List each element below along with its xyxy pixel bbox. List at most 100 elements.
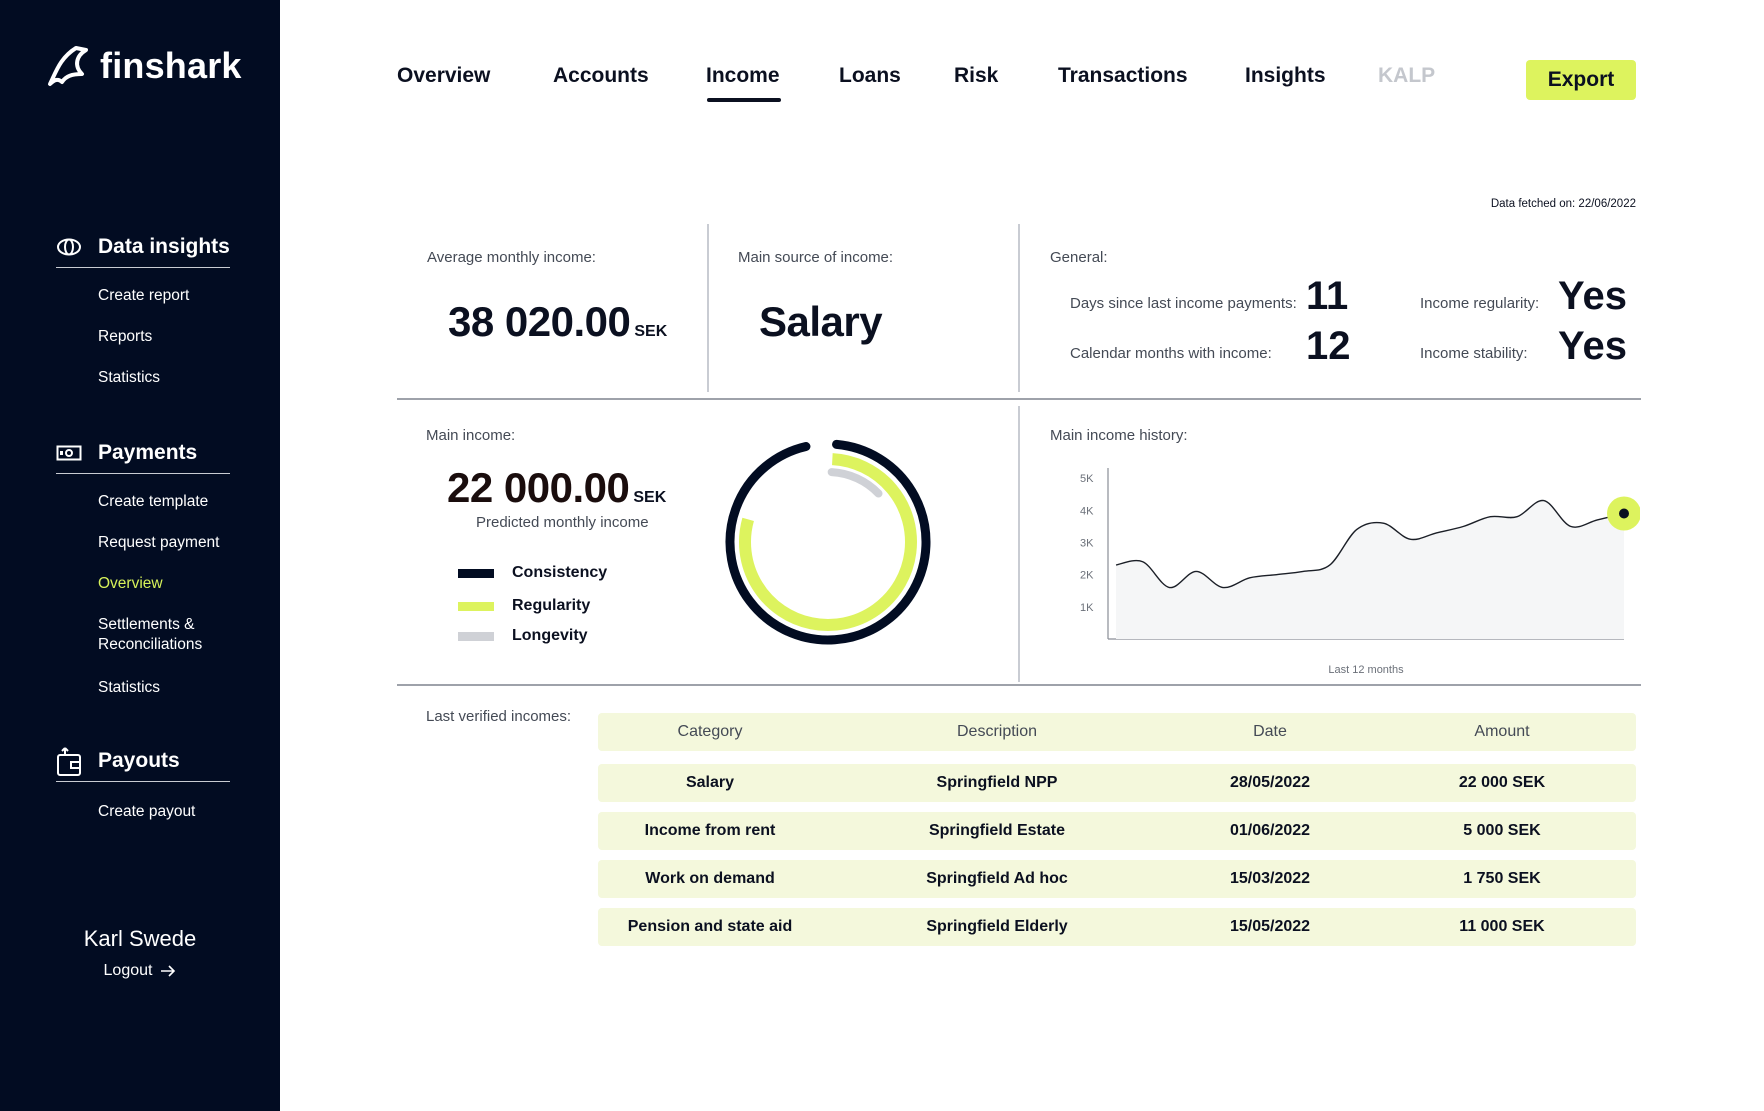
income-stability-value: Yes bbox=[1558, 324, 1627, 368]
main-income-value: 22 000.00 SEK bbox=[447, 464, 666, 512]
legend-label: Consistency bbox=[512, 564, 608, 581]
column-header-date[interactable]: Date bbox=[1253, 723, 1287, 740]
main-income-label: Main income: bbox=[426, 427, 516, 444]
main-income-amount: 22 000.00 bbox=[447, 464, 630, 511]
table-row[interactable]: Salary Springfield NPP 28/05/2022 22 000… bbox=[598, 764, 1636, 802]
cell-category: Income from rent bbox=[644, 822, 776, 839]
cell-amount: 1 750 SEK bbox=[1463, 870, 1541, 887]
tab-insights[interactable]: Insights bbox=[1245, 64, 1326, 87]
tab-income[interactable]: Income bbox=[706, 64, 780, 87]
y-tick-label: 4K bbox=[1080, 505, 1094, 517]
y-tick-label: 3K bbox=[1080, 537, 1094, 549]
sidebar-item-create-template[interactable]: Create template bbox=[98, 493, 209, 510]
column-header-category[interactable]: Category bbox=[677, 723, 743, 740]
column-header-description[interactable]: Description bbox=[956, 723, 1038, 740]
cell-category: Pension and state aid bbox=[627, 918, 793, 935]
section-head-data-insights[interactable]: Data insights bbox=[56, 230, 230, 268]
main-source-label: Main source of income: bbox=[738, 249, 894, 266]
ring-arc-longevity bbox=[827, 468, 883, 498]
predicted-caption: Predicted monthly income bbox=[476, 514, 649, 531]
cell-description: Springfield Ad hoc bbox=[926, 870, 1068, 887]
tab-transactions[interactable]: Transactions bbox=[1058, 64, 1188, 87]
section-separator bbox=[397, 398, 1641, 400]
section-title: Data insights bbox=[98, 234, 230, 258]
section-head-payments[interactable]: Payments bbox=[56, 436, 230, 474]
ring-arc-consistency bbox=[725, 439, 931, 645]
avg-income-label: Average monthly income: bbox=[427, 249, 596, 266]
table-row[interactable]: Work on demand Springfield Ad hoc 15/03/… bbox=[598, 860, 1636, 898]
banknote-icon bbox=[56, 444, 82, 462]
verified-incomes-label: Last verified incomes: bbox=[426, 708, 572, 725]
logout-button[interactable]: Logout bbox=[104, 962, 177, 980]
cell-date: 01/06/2022 bbox=[1229, 822, 1311, 839]
avg-income-unit: SEK bbox=[634, 323, 668, 340]
sidebar-item-create-payout[interactable]: Create payout bbox=[98, 803, 196, 820]
cell-amount: 22 000 SEK bbox=[1458, 774, 1546, 791]
logout-label: Logout bbox=[103, 962, 153, 979]
arrow-right-icon bbox=[161, 965, 176, 977]
divider bbox=[1018, 406, 1020, 682]
column-header-amount[interactable]: Amount bbox=[1474, 723, 1530, 740]
section-title: Payouts bbox=[98, 748, 180, 772]
cell-date: 15/05/2022 bbox=[1229, 918, 1311, 935]
sidebar-item-request-payment[interactable]: Request payment bbox=[98, 534, 220, 551]
legend-label: Longevity bbox=[512, 627, 588, 644]
days-since-label: Days since last income payments: bbox=[1070, 295, 1297, 312]
user-name: Karl Swede bbox=[83, 926, 197, 951]
y-tick-label: 2K bbox=[1080, 570, 1094, 582]
income-stability-label: Income stability: bbox=[1420, 345, 1528, 362]
brand-logo[interactable]: finshark bbox=[46, 44, 242, 88]
cell-date: 15/03/2022 bbox=[1229, 870, 1311, 887]
general-label: General: bbox=[1050, 249, 1108, 266]
income-history-chart: 5K 4K 3K 2K 1K Last 12 months bbox=[1080, 468, 1640, 676]
cell-description: Springfield Elderly bbox=[926, 918, 1068, 935]
legend-regularity: Regularity bbox=[458, 597, 590, 615]
legend-swatch bbox=[458, 568, 494, 578]
brand-name: finshark bbox=[100, 45, 242, 86]
calendar-months-label: Calendar months with income: bbox=[1070, 345, 1272, 362]
export-button[interactable]: Export bbox=[1526, 60, 1636, 100]
divider bbox=[707, 224, 709, 392]
legend-swatch bbox=[458, 601, 494, 611]
main-source-value: Salary bbox=[759, 298, 883, 345]
tab-kalp: KALP bbox=[1378, 64, 1436, 87]
legend-label: Regularity bbox=[512, 597, 591, 614]
cell-description: Springfield Estate bbox=[928, 822, 1066, 839]
table-header-row: Category Description Date Amount bbox=[598, 713, 1636, 751]
cell-description: Springfield NPP bbox=[936, 774, 1058, 791]
sidebar: finshark Data insights Create report Rep… bbox=[0, 0, 280, 1111]
ring-arc-regularity bbox=[739, 453, 917, 631]
income-history-label: Main income history: bbox=[1050, 427, 1188, 444]
avg-income-amount: 38 020.00 bbox=[448, 298, 631, 345]
income-ring-chart bbox=[725, 439, 931, 645]
tab-loans[interactable]: Loans bbox=[839, 64, 901, 87]
y-tick-label: 1K bbox=[1080, 602, 1094, 614]
cell-amount: 11 000 SEK bbox=[1459, 918, 1545, 935]
y-tick-label: 5K bbox=[1080, 473, 1094, 485]
sidebar-item-overview[interactable]: Overview bbox=[98, 575, 163, 592]
tab-risk[interactable]: Risk bbox=[954, 64, 999, 87]
cell-amount: 5 000 SEK bbox=[1463, 822, 1541, 839]
cell-category: Salary bbox=[685, 774, 735, 791]
x-axis-label: Last 12 months bbox=[1328, 664, 1404, 676]
wallet-icon bbox=[56, 745, 82, 777]
history-area bbox=[1116, 500, 1624, 639]
legend-swatch bbox=[458, 631, 494, 641]
table-row[interactable]: Income from rent Springfield Estate 01/0… bbox=[598, 812, 1636, 850]
sidebar-item-create-report[interactable]: Create report bbox=[98, 287, 190, 304]
legend-longevity: Longevity bbox=[458, 627, 588, 645]
income-regularity-value: Yes bbox=[1558, 274, 1627, 318]
section-separator bbox=[397, 684, 1641, 686]
sidebar-item-settlements[interactable]: Settlements & Reconciliations bbox=[98, 616, 203, 653]
sidebar-item-payments-statistics[interactable]: Statistics bbox=[98, 679, 161, 696]
tab-accounts[interactable]: Accounts bbox=[553, 64, 649, 87]
sidebar-item-reports[interactable]: Reports bbox=[98, 328, 153, 345]
tab-overview[interactable]: Overview bbox=[397, 64, 491, 87]
table-row[interactable]: Pension and state aid Springfield Elderl… bbox=[598, 908, 1636, 946]
latest-point[interactable] bbox=[1619, 508, 1629, 519]
user-block: Karl Swede Logout bbox=[0, 926, 280, 980]
section-head-payouts[interactable]: Payouts bbox=[56, 744, 230, 782]
legend-consistency: Consistency bbox=[458, 564, 607, 582]
sidebar-item-statistics[interactable]: Statistics bbox=[98, 369, 161, 386]
data-fetched-date: Data fetched on: 22/06/2022 bbox=[1490, 198, 1636, 210]
